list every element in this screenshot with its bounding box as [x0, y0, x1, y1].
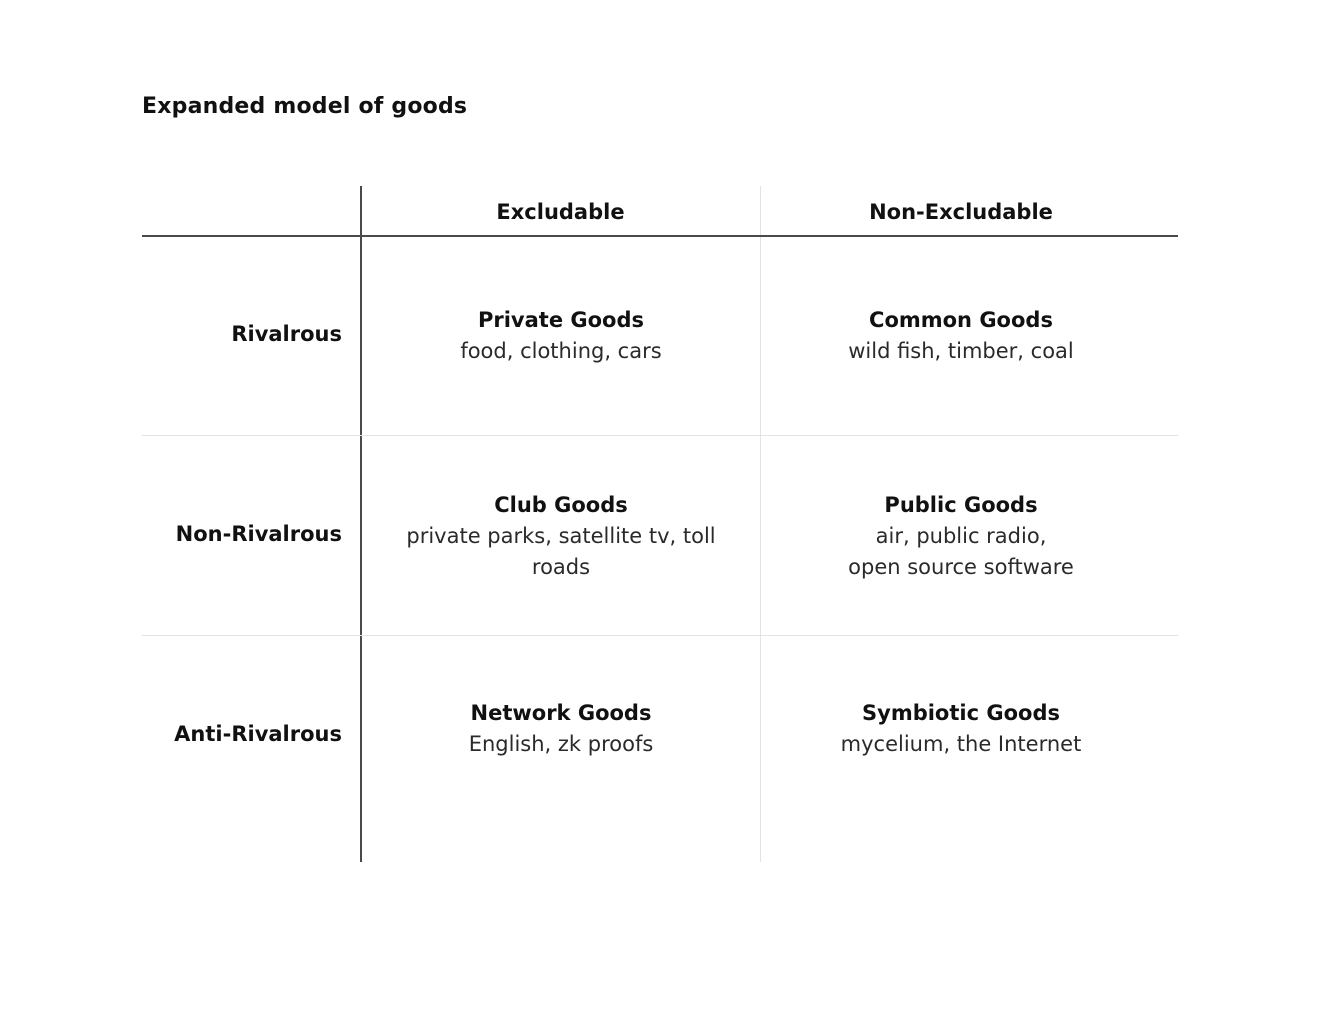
row-header-divider: [360, 186, 362, 862]
cell-examples: mycelium, the Internet: [840, 732, 1082, 756]
row-divider-1: [142, 435, 1178, 436]
cell-private-goods: Private Goods food, clothing, cars: [362, 236, 760, 436]
cell-name: Common Goods: [869, 308, 1053, 332]
cell-network-goods: Network Goods English, zk proofs: [362, 636, 760, 862]
column-divider: [760, 186, 761, 862]
column-header-non-excludable: Non-Excludable: [869, 200, 1053, 224]
cell-examples: food, clothing, cars: [460, 339, 662, 363]
row-header-non-rivalrous: Non-Rivalrous: [175, 522, 342, 546]
column-header-divider: [142, 235, 1178, 237]
column-header-excludable: Excludable: [496, 200, 625, 224]
cell-examples: air, public radio, open source software: [848, 523, 1074, 579]
cell-public-goods: Public Goods air, public radio, open sou…: [762, 436, 1160, 636]
cell-name: Network Goods: [470, 701, 652, 725]
cell-name: Symbiotic Goods: [862, 701, 1060, 725]
cell-name: Private Goods: [477, 308, 644, 332]
cell-examples: English, zk proofs: [468, 732, 654, 756]
cell-name: Club Goods: [494, 492, 628, 517]
row-header-rivalrous: Rivalrous: [231, 322, 342, 346]
cell-common-goods: Common Goods wild fish, timber, coal: [762, 236, 1160, 436]
cell-name: Public Goods: [884, 492, 1038, 517]
cell-examples: private parks, satellite tv, toll roads: [406, 523, 716, 579]
diagram-title: Expanded model of goods: [142, 94, 468, 119]
cell-symbiotic-goods: Symbiotic Goods mycelium, the Internet: [762, 636, 1160, 862]
row-header-anti-rivalrous: Anti-Rivalrous: [174, 722, 342, 746]
cell-club-goods: Club Goods private parks, satellite tv, …: [362, 436, 760, 636]
cell-examples: wild fish, timber, coal: [848, 339, 1074, 363]
row-divider-2: [142, 635, 1178, 636]
